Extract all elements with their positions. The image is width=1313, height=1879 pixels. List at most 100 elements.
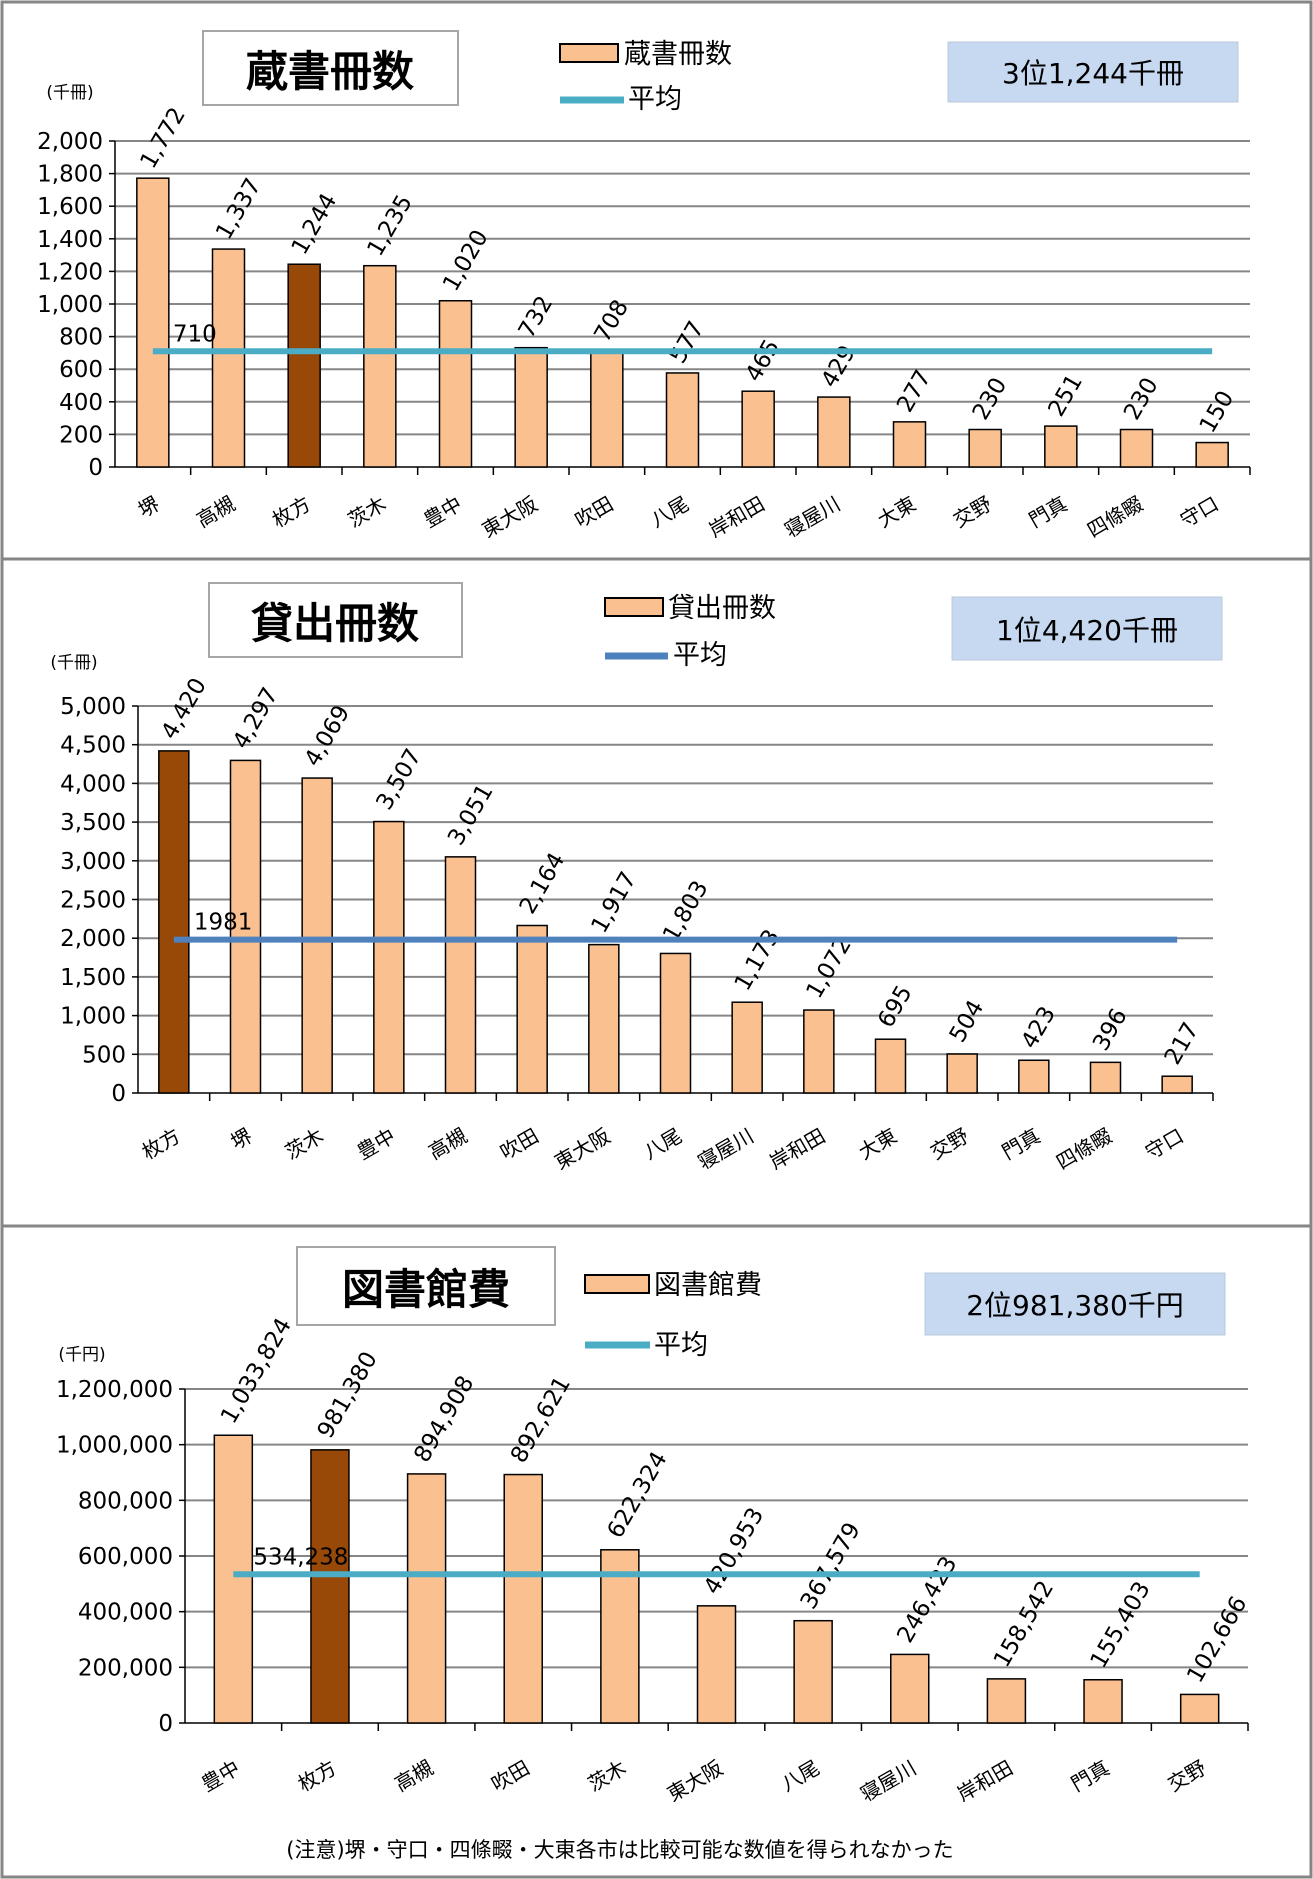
legend-line-label: 平均 [673,640,727,671]
legend-bar-swatch [604,597,664,617]
bar [874,1038,907,1094]
bar [1018,1059,1050,1094]
legend-bar-label: 貸出冊数 [668,593,776,624]
y-tick-label: 400,000 [78,1600,173,1626]
bar [213,1434,254,1724]
bar [503,1473,543,1724]
bar [287,263,321,468]
bar [793,1619,833,1724]
bar [696,1605,737,1724]
bar [600,1549,640,1724]
y-tick-label: 200 [59,422,103,448]
bar [1083,1678,1123,1724]
chart-title: 図書館費 [342,1265,510,1314]
y-tick-label: 3,000 [60,849,126,875]
rank-badge-text: 2位981,380千円 [966,1289,1184,1322]
y-tick-label: 3,500 [60,810,126,836]
y-tick-label: 1,500 [60,965,126,991]
y-tick-label: 1,000,000 [56,1433,173,1459]
legend: 蔵書冊数 平均 [559,39,732,115]
y-tick-label: 1,000 [37,292,103,318]
y-tick-label: 1,200,000 [56,1377,173,1403]
y-tick-label: 200,000 [78,1655,173,1681]
legend-bar-label: 蔵書冊数 [624,39,732,70]
bar [817,396,851,468]
bar [892,421,927,468]
y-tick-label: 1,600 [37,194,103,220]
chart-title-box: 貸出冊数 [208,582,463,658]
bar [301,777,333,1094]
y-tick-label: 4,500 [60,733,126,759]
legend: 貸出冊数 平均 [604,593,776,671]
bar [665,372,700,468]
bar [1119,428,1154,468]
chart-3: 図書館費 図書館費 平均 2位981,380千円 (千円) (注意)堺・守口・四… [58,1246,1226,1862]
bar [373,820,405,1094]
bar [890,1653,930,1724]
y-tick-label: 0 [111,1081,126,1107]
bar [514,346,548,468]
bar [590,350,624,468]
y-tick-label: 1,400 [37,227,103,253]
bar [1161,1075,1193,1094]
rank-badge-text: 3位1,244千冊 [1002,57,1184,90]
bar [659,952,692,1094]
rank-badge: 2位981,380千円 [924,1272,1226,1336]
y-tick-label: 2,000 [37,129,103,155]
legend-bar-swatch [559,43,619,63]
bar [731,1001,763,1094]
bar [968,428,1002,468]
bar [1089,1061,1122,1094]
average-label: 710 [173,321,217,347]
chart-title-box: 蔵書冊数 [202,30,459,106]
bar [1044,425,1078,468]
y-tick-label: 1,000 [60,1004,126,1030]
average-label: 534,238 [253,1544,348,1570]
legend-line-label: 平均 [628,84,682,115]
bar [803,1009,835,1094]
y-tick-label: 800 [59,325,103,351]
bar [158,750,190,1094]
y-tick-label: 600,000 [78,1544,173,1570]
y-tick-label: 2,500 [60,888,126,914]
y-tick-label: 4,000 [60,771,126,797]
average-label: 1981 [194,910,253,936]
y-tick-label: 5,000 [60,694,126,720]
footnote: (注意)堺・守口・四條畷・大東各市は比較可能な数値を得られなかった [286,1838,953,1862]
legend-bar-label: 図書館費 [654,1270,762,1301]
y-tick-label: 2,000 [60,926,126,952]
bar [1195,441,1229,468]
y-tick-label: 1,800 [37,162,103,188]
legend-bar-swatch [584,1274,650,1294]
chart-title-box: 図書館費 [296,1246,556,1326]
y-tick-label: 400 [59,390,103,416]
bar [946,1053,978,1094]
bar [516,924,548,1094]
bar [229,759,262,1094]
bar [211,248,246,468]
bar [406,1473,447,1724]
bar [1179,1693,1220,1724]
y-unit-label: (千冊) [50,653,97,673]
bar [136,177,170,468]
y-tick-label: 1,200 [37,259,103,285]
bar [588,943,620,1094]
bar [741,390,775,468]
panel-frame-2 [0,557,1313,1228]
y-unit-label: (千冊) [46,83,93,103]
bar [438,299,473,468]
rank-badge-text: 1位4,420千冊 [996,614,1178,647]
chart-title: 貸出冊数 [251,599,419,648]
rank-badge: 3位1,244千冊 [947,41,1239,103]
bar [310,1449,350,1724]
y-tick-label: 600 [59,357,103,383]
y-tick-label: 0 [88,455,103,481]
y-tick-label: 0 [158,1711,173,1737]
rank-badge: 1位4,420千冊 [951,596,1223,661]
y-tick-label: 800,000 [78,1488,173,1514]
chart-title: 蔵書冊数 [246,47,414,96]
y-unit-label: (千円) [58,1345,105,1365]
bar [986,1678,1027,1724]
legend-line-label: 平均 [654,1330,708,1361]
